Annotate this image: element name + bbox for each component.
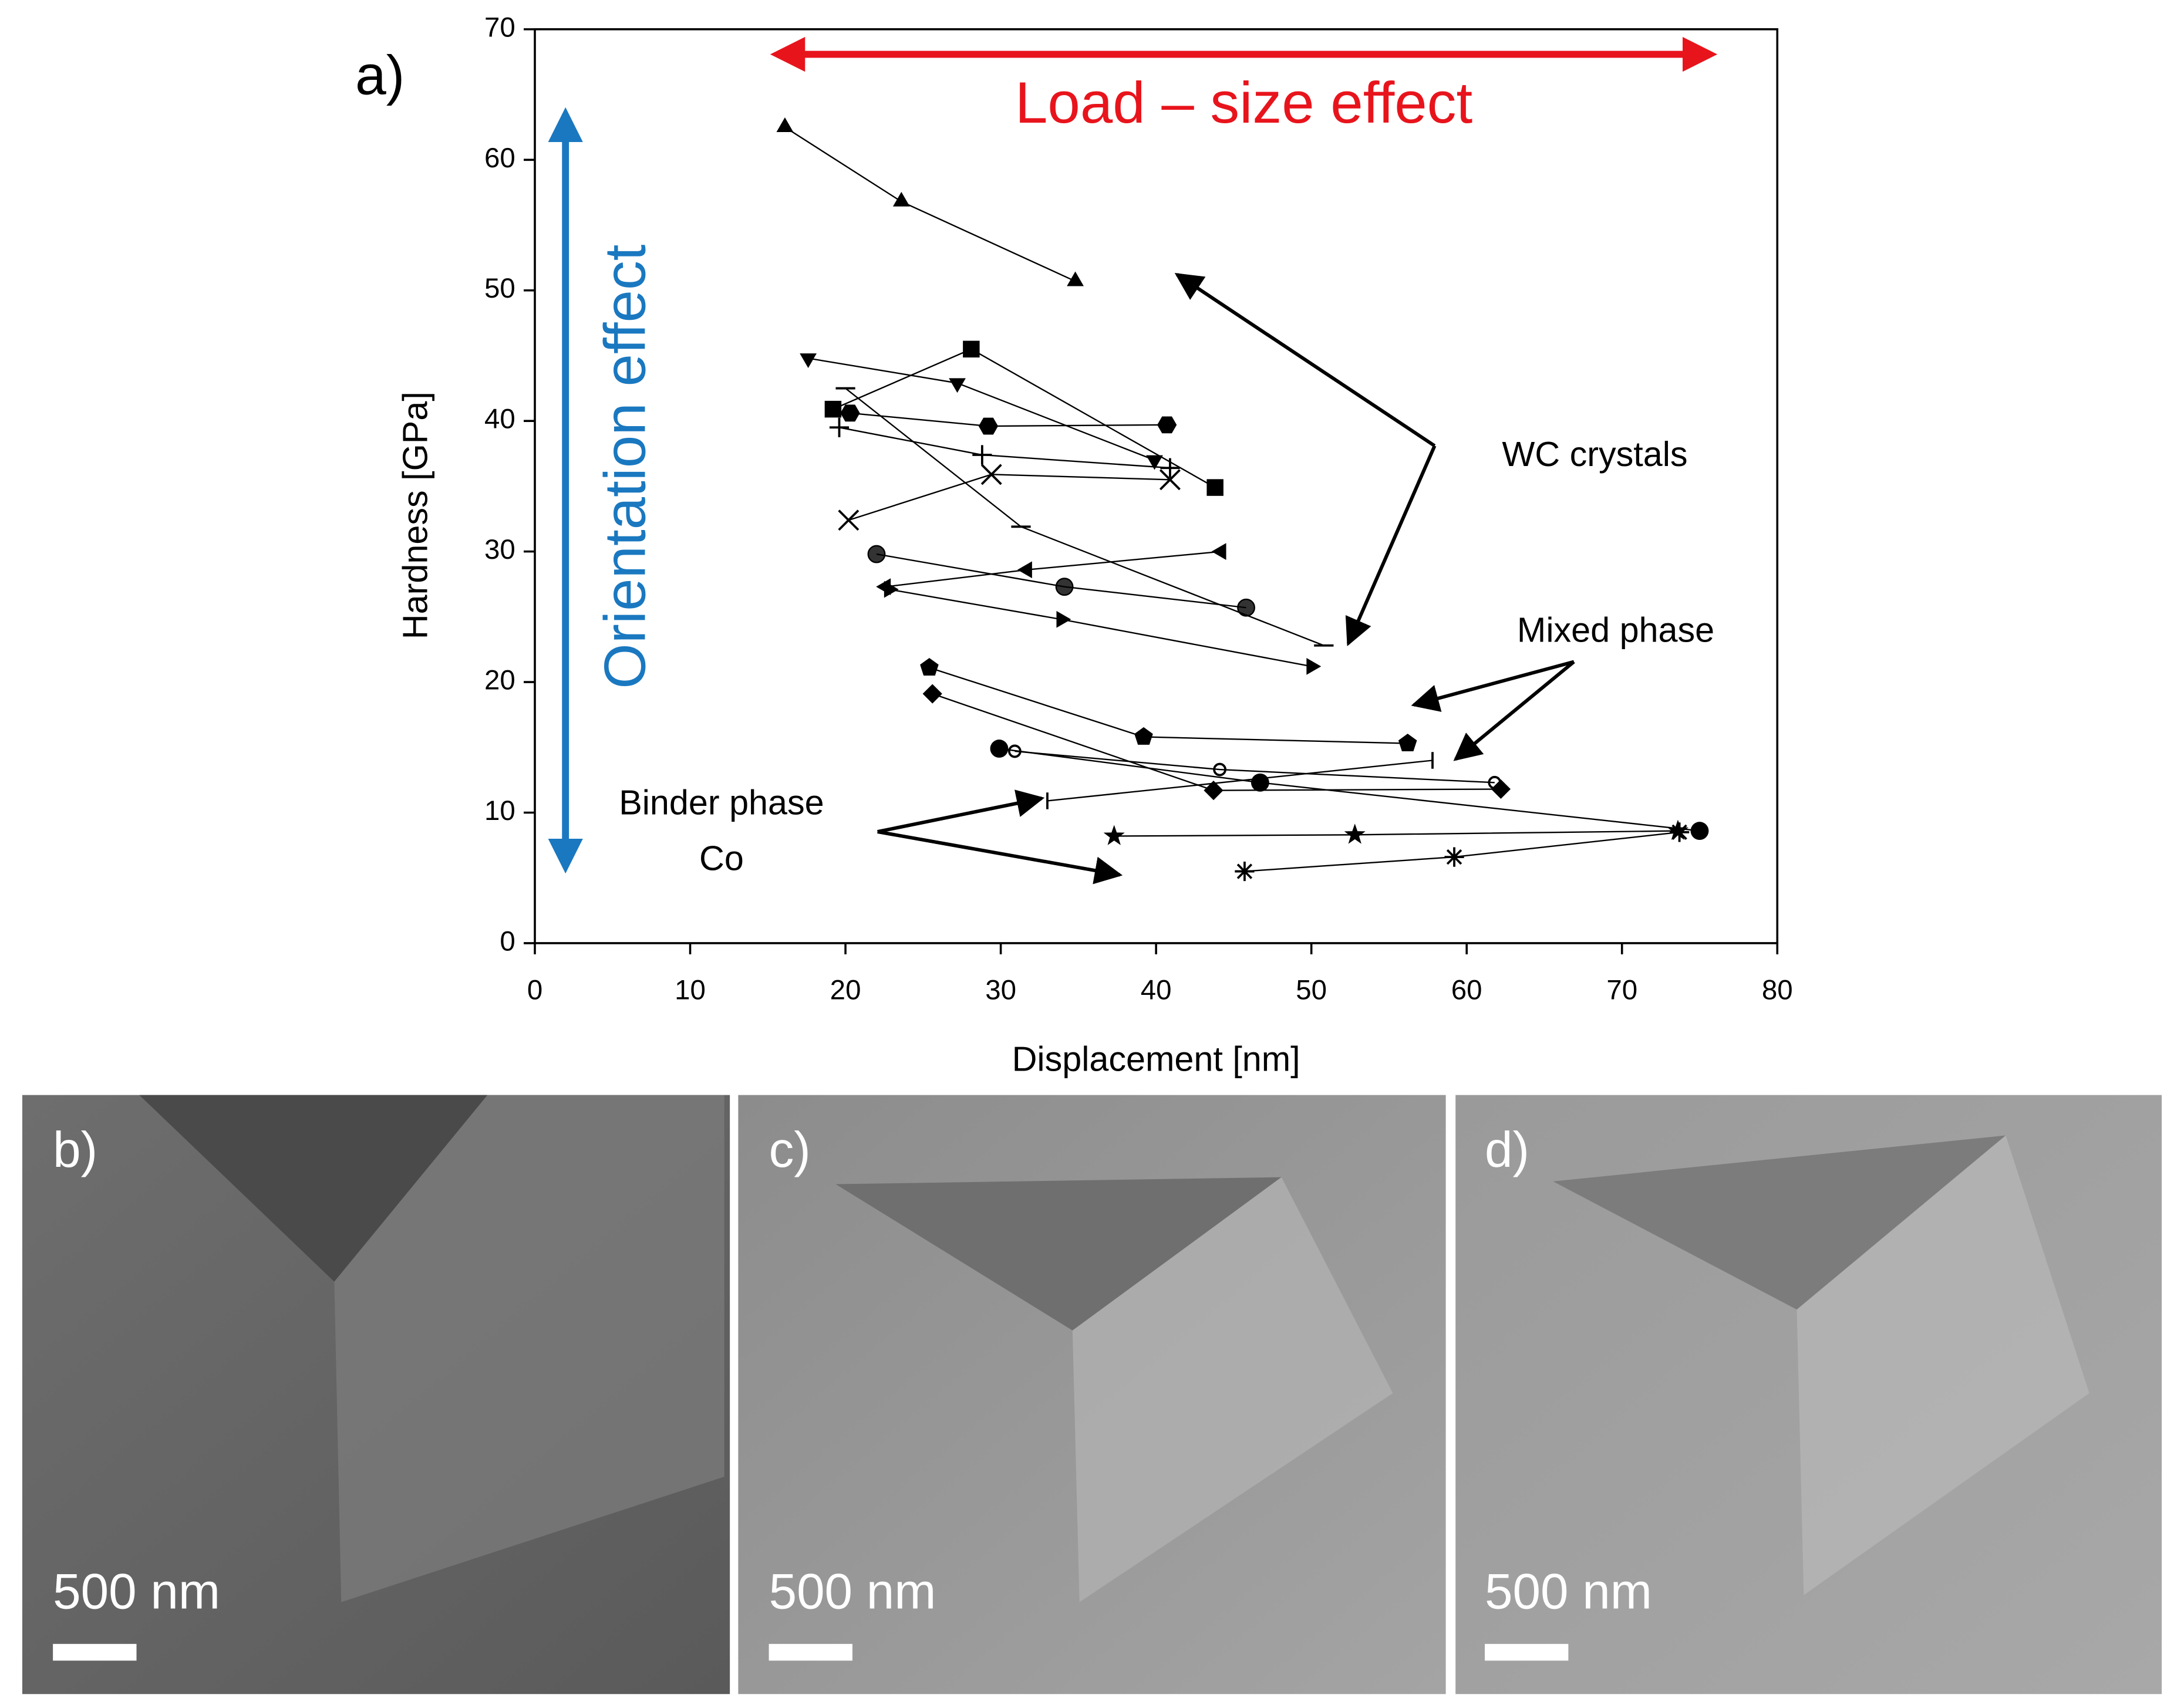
x-tick-label: 80 <box>1762 975 1793 1006</box>
series-line <box>850 412 1167 427</box>
marker <box>1157 416 1177 434</box>
marker <box>1491 779 1511 799</box>
orientation-label: Orientation effect <box>593 245 658 689</box>
sem-images <box>22 1095 2162 1695</box>
marker <box>867 545 886 563</box>
marker <box>1008 744 1022 758</box>
marker <box>1204 781 1224 801</box>
marker <box>963 340 980 358</box>
x-tick-label: 60 <box>1451 975 1482 1006</box>
y-tick-label: 20 <box>484 665 515 696</box>
series-line <box>1015 750 1495 784</box>
marker <box>990 740 1009 758</box>
y-tick-label: 10 <box>484 795 515 826</box>
series-line <box>885 551 1222 588</box>
marker <box>1159 469 1181 491</box>
marker <box>1235 861 1255 882</box>
x-tick-label: 10 <box>675 975 706 1006</box>
marker <box>824 400 842 418</box>
scale-bar-label: 500 nm <box>53 1564 220 1619</box>
x-axis-label: Displacement [nm] <box>1012 1039 1300 1078</box>
marker <box>1488 775 1502 789</box>
marker <box>1206 479 1224 496</box>
x-tick-label: 50 <box>1296 975 1327 1006</box>
marker <box>1398 733 1417 752</box>
y-tick-label: 60 <box>484 143 515 174</box>
marker <box>1444 847 1464 867</box>
marker <box>884 580 899 598</box>
y-tick-label: 50 <box>484 273 515 304</box>
y-tick-label: 40 <box>484 404 515 435</box>
marker <box>1344 823 1366 844</box>
marker <box>980 464 1002 485</box>
marker <box>1211 543 1226 560</box>
marker <box>1306 657 1322 675</box>
x-tick-label: 40 <box>1141 975 1172 1006</box>
marker <box>1690 822 1709 841</box>
series-line <box>808 357 1155 461</box>
marker <box>1160 458 1180 478</box>
mixed-label: Mixed phase <box>1517 610 1714 649</box>
co-label: Co <box>699 839 744 878</box>
marker <box>838 509 860 531</box>
series-line <box>929 667 1408 744</box>
marker <box>922 684 942 704</box>
marker <box>1067 271 1084 286</box>
marker <box>776 117 794 132</box>
scale-bar-label: 500 nm <box>1485 1564 1652 1619</box>
marker <box>800 353 817 369</box>
marker <box>978 417 999 435</box>
y-axis-label: Hardness [GPa] <box>395 391 434 639</box>
marker <box>1213 762 1226 777</box>
load-label: Load – size effect <box>1015 70 1472 136</box>
marker <box>1103 825 1125 845</box>
series-line <box>1047 760 1433 802</box>
x-tick-label: 70 <box>1606 975 1637 1006</box>
marker <box>1669 822 1690 842</box>
x-tick-label: 0 <box>527 975 542 1006</box>
image-label: c) <box>769 1122 811 1178</box>
scale-bar-label: 500 nm <box>769 1564 936 1619</box>
y-tick-label: 30 <box>484 534 515 565</box>
panel-label: a) <box>355 44 405 106</box>
marker <box>840 404 860 422</box>
series-line <box>1244 831 1680 872</box>
marker <box>949 378 966 393</box>
series-line <box>1114 830 1678 837</box>
marker <box>1017 561 1032 579</box>
marker <box>1056 610 1071 628</box>
marker <box>829 417 850 437</box>
series-line <box>848 474 1170 521</box>
marker <box>920 657 939 676</box>
image-label: d) <box>1485 1122 1529 1178</box>
binder-label: Binder phase <box>619 783 824 822</box>
marker <box>972 445 992 465</box>
x-tick-label: 20 <box>830 975 861 1006</box>
marker <box>1237 598 1255 617</box>
marker <box>1134 727 1153 745</box>
marker <box>892 191 910 207</box>
y-tick-label: 0 <box>500 926 515 957</box>
annotation-arrows <box>877 272 1575 885</box>
marker <box>1146 455 1163 470</box>
x-tick-label: 30 <box>985 975 1016 1006</box>
marker <box>1055 578 1074 596</box>
series-line <box>784 126 1076 282</box>
y-tick-label: 70 <box>484 12 515 43</box>
marker <box>1251 773 1269 792</box>
image-label: b) <box>53 1122 97 1178</box>
wc-label: WC crystals <box>1502 434 1687 474</box>
